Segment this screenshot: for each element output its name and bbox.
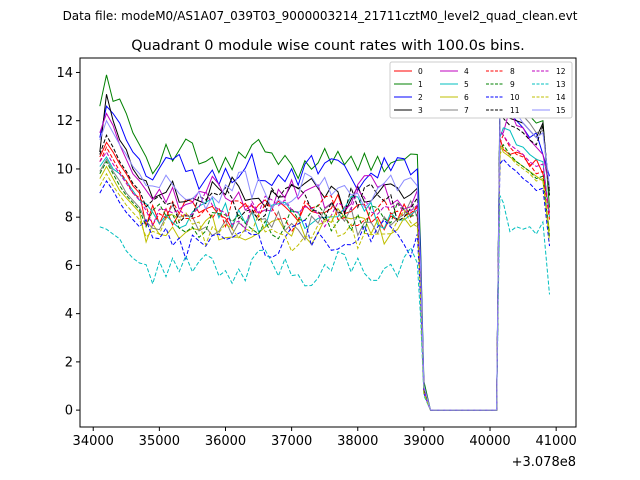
legend-label-5: 5 [464, 80, 469, 89]
figure-suptitle: Data file: modeM0/AS1A07_039T03_90000032… [63, 9, 578, 23]
legend-label-4: 4 [464, 67, 469, 76]
y-tick-label-6: 6 [65, 259, 73, 274]
legend-label-12: 12 [556, 67, 566, 76]
x-tick-label-40000: 40000 [469, 434, 510, 449]
chart-title: Quadrant 0 module wise count rates with … [131, 38, 525, 54]
legend-label-0: 0 [418, 67, 423, 76]
series-line-10 [99, 158, 550, 411]
legend-label-2: 2 [418, 93, 423, 102]
y-tick-label-12: 12 [56, 114, 73, 129]
axes-frame [79, 57, 577, 428]
y-tick-label-2: 2 [65, 355, 73, 370]
legend-label-6: 6 [464, 93, 469, 102]
axes-background [80, 58, 576, 427]
x-tick-label-35000: 35000 [139, 434, 180, 449]
x-offset-label: +3.078e8 [512, 455, 576, 470]
legend-label-14: 14 [556, 93, 566, 102]
legend-label-13: 13 [556, 80, 566, 89]
legend-label-11: 11 [510, 106, 520, 115]
legend-label-15: 15 [556, 106, 566, 115]
legend-label-10: 10 [510, 93, 520, 102]
y-tick-label-4: 4 [65, 307, 73, 322]
x-tick-label-37000: 37000 [271, 434, 312, 449]
y-tick-label-10: 10 [56, 162, 73, 177]
legend-label-1: 1 [418, 80, 423, 89]
x-tick-label-36000: 36000 [205, 434, 246, 449]
y-axis: 0 2 4 6 8 10 12 14 [56, 66, 80, 419]
series-line-15 [99, 84, 550, 411]
legend-label-3: 3 [418, 106, 423, 115]
y-tick-label-8: 8 [65, 211, 73, 226]
x-tick-label-41000: 41000 [535, 434, 576, 449]
x-tick-label-39000: 39000 [403, 434, 444, 449]
plot-area: 34000 35000 36000 37000 38000 39000 40000 41000… [56, 57, 577, 470]
x-tick-label-34000: 34000 [73, 434, 114, 449]
x-axis: 34000 35000 36000 37000 38000 39000 40000 41000 [73, 427, 577, 449]
legend-label-7: 7 [464, 106, 469, 115]
legend-frame [389, 61, 573, 119]
x-tick-label-38000: 38000 [337, 434, 378, 449]
y-tick-label-14: 14 [56, 66, 73, 81]
y-tick-label-0: 0 [65, 404, 73, 419]
legend-label-9: 9 [510, 80, 515, 89]
series-layer [99, 74, 550, 411]
legend-label-8: 8 [510, 67, 515, 76]
